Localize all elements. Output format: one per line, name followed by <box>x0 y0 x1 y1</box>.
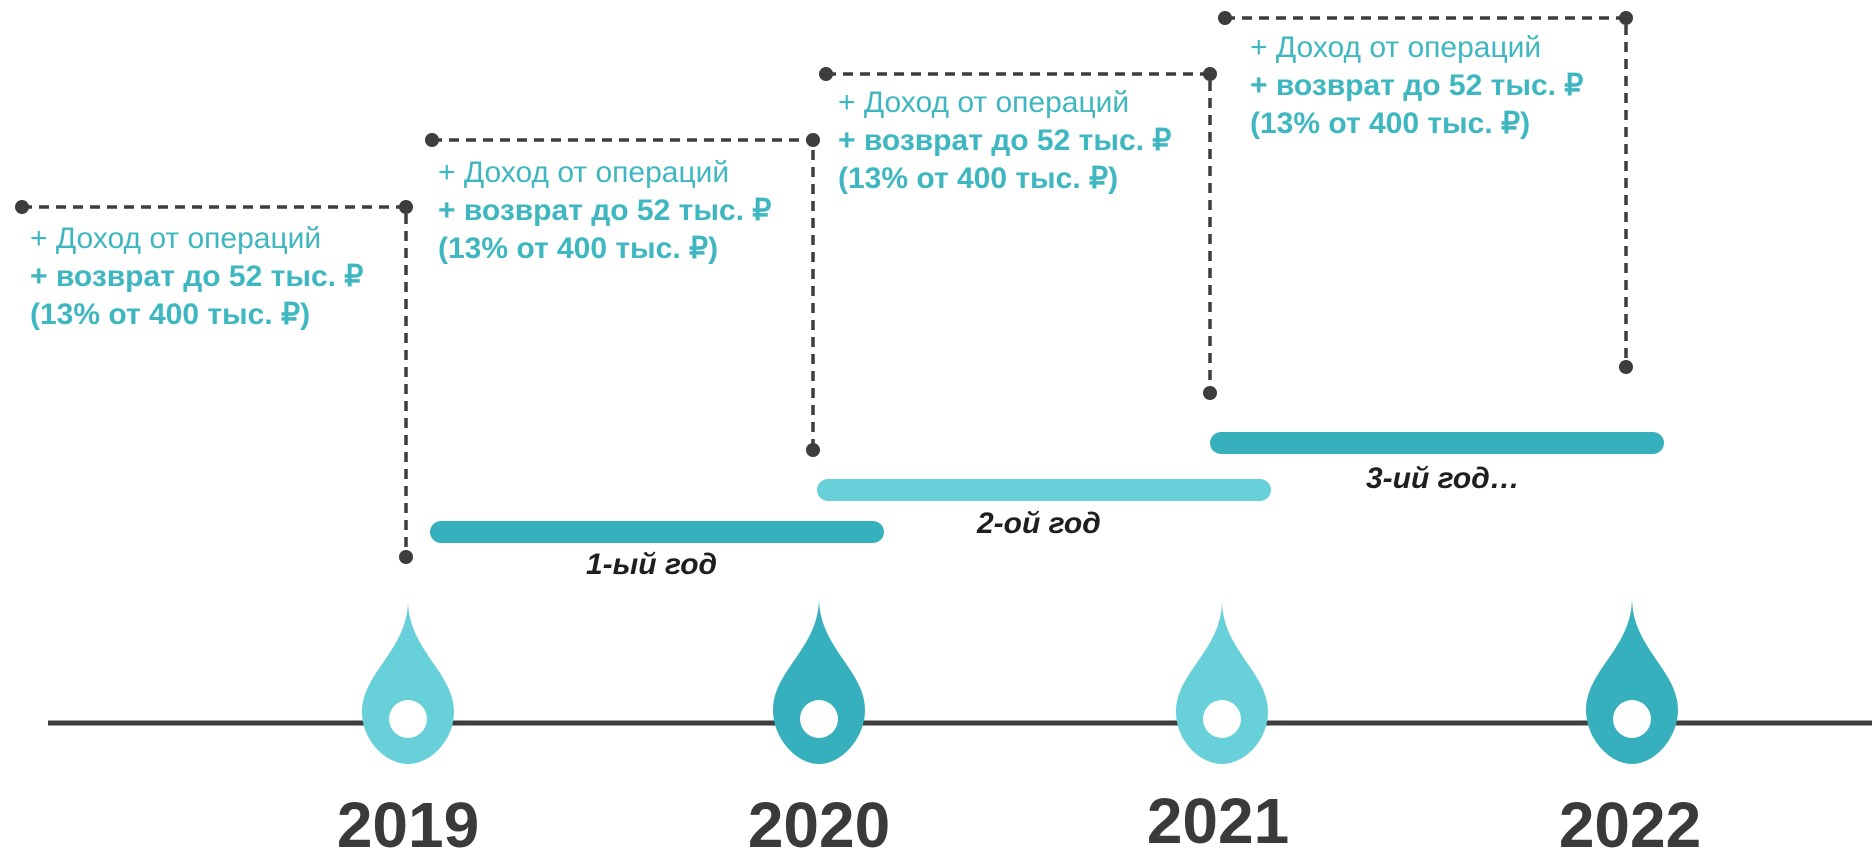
year-label-2019: 2019 <box>336 789 480 861</box>
note-2022: + Доход от операций + возврат до 52 тыс.… <box>1250 29 1583 143</box>
bracket-3 <box>819 67 1217 400</box>
note-percent-line: (13% от 400 тыс. ₽) <box>30 298 311 331</box>
marker-2019 <box>362 600 454 764</box>
note-percent-line: (13% от 400 тыс. ₽) <box>438 232 719 265</box>
note-2020: + Доход от операций + возврат до 52 тыс.… <box>438 154 771 268</box>
note-2021: + Доход от операций + возврат до 52 тыс.… <box>838 84 1171 198</box>
bracket-1 <box>15 200 413 564</box>
year-label-2020: 2020 <box>747 789 891 861</box>
note-2019: + Доход от операций + возврат до 52 тыс.… <box>30 220 363 334</box>
year-label-2021: 2021 <box>1146 785 1290 857</box>
period-label-2: 2-ой год <box>977 507 1101 540</box>
period-bar-1 <box>430 521 884 543</box>
period-label-1: 1-ый год <box>586 548 718 581</box>
marker-2021 <box>1176 600 1268 764</box>
bracket-4 <box>1218 11 1633 374</box>
note-income-line: + Доход от операций <box>438 156 730 189</box>
note-percent-line: (13% от 400 тыс. ₽) <box>1250 107 1531 140</box>
period-label-3: 3-ий год… <box>1366 462 1520 495</box>
note-refund-line: + возврат до 52 тыс. ₽ <box>1250 69 1584 102</box>
note-income-line: + Доход от операций <box>30 222 322 255</box>
bracket-2 <box>425 133 820 457</box>
note-income-line: + Доход от операций <box>838 86 1130 119</box>
year-label-2022: 2022 <box>1558 789 1702 861</box>
period-bar-3 <box>1210 432 1664 454</box>
period-bar-2 <box>817 479 1271 501</box>
marker-2020 <box>773 598 865 764</box>
note-income-line: + Доход от операций <box>1250 31 1542 64</box>
marker-2022 <box>1586 598 1678 764</box>
note-refund-line: + возврат до 52 тыс. ₽ <box>438 194 772 227</box>
note-refund-line: + возврат до 52 тыс. ₽ <box>838 124 1172 157</box>
note-percent-line: (13% от 400 тыс. ₽) <box>838 162 1119 195</box>
note-refund-line: + возврат до 52 тыс. ₽ <box>30 260 364 293</box>
